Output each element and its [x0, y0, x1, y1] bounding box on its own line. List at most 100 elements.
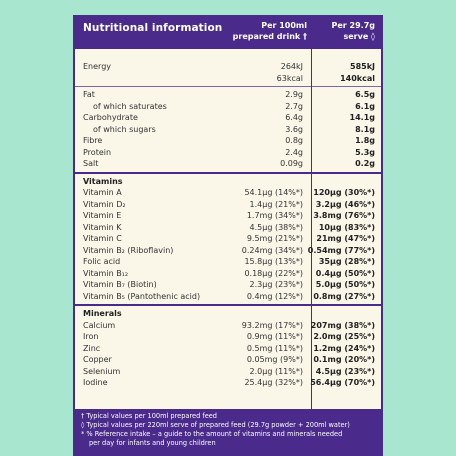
nutrient-row: Vitamin B₁₂ 0.18µg (22%*) 0.4µg (50%*): [75, 268, 381, 280]
per-100ml-value: 1.4µg (21%*): [249, 199, 303, 209]
nutrient-row: Vitamin C 9.5mg (21%*) 21mg (47%*): [75, 233, 381, 245]
section-divider: [75, 304, 381, 306]
per-serve-value: 585kJ: [350, 62, 375, 71]
nutrient-row: Folic acid 15.8µg (13%*) 35µg (28%*): [75, 256, 381, 268]
footnote-typical-serve: ◊ Typical values per 220ml serve of prep…: [81, 421, 350, 429]
nutrient-row: Protein 2.4g 5.3g: [75, 147, 381, 159]
nutrient-row: Selenium 2.0µg (11%*) 4.5µg (23%*): [75, 366, 381, 378]
per-100ml-column-header: Per 100ml prepared drink †: [232, 21, 307, 41]
per-100ml-value: 0.05mg (9%*): [246, 355, 303, 364]
per-100ml-value: 0.4mg (12%*): [246, 291, 303, 301]
per-serve-value: 2.0mg (25%*): [313, 332, 375, 341]
footnotes: † Typical values per 100ml prepared feed…: [75, 409, 381, 456]
per-serve-value: 6.1g: [355, 101, 375, 111]
nutrient-row: Vitamin E 1.7mg (34%*) 3.8mg (76%*): [75, 210, 381, 222]
per-serve-value: 140kcal: [340, 73, 375, 83]
per-serve-value: 0.2g: [355, 159, 375, 168]
nutrient-label: Salt: [83, 159, 99, 168]
per-serve-value: 3.2µg (46%*): [315, 199, 375, 209]
per-serve-value: 3.8mg (76%*): [313, 211, 375, 220]
per-100ml-value: 15.8µg (13%*): [244, 257, 303, 266]
nutrient-row: Vitamin B₂ (Riboflavin) 0.24mg (34%*) 0.54…: [75, 245, 381, 257]
per-serve-value: 0.4µg (50%*): [315, 268, 375, 278]
panel-title: Nutritional information: [83, 22, 223, 34]
vitamins-heading: Vitamins: [75, 176, 381, 188]
section-divider: [75, 171, 381, 174]
per-100ml-value: 2.7g: [285, 101, 303, 111]
nutrition-rows: Energy 264kJ 585kJ 63kcal 140kcal Fat 2.9g 6.5g…: [75, 49, 381, 389]
per-100ml-value: 0.09g: [280, 159, 303, 168]
nutrient-label: Vitamin C: [83, 234, 122, 243]
per-100ml-value: 0.18µg (22%*): [244, 268, 303, 278]
nutrient-label: of which saturates: [93, 101, 167, 111]
nutrient-row: Energy 264kJ 585kJ: [75, 61, 381, 73]
per-serve-value: 35µg (28%*): [318, 257, 375, 266]
per-serve-value: 1.2mg (24%*): [313, 343, 375, 353]
nutrient-label: Vitamin B₇ (Biotin): [83, 280, 157, 289]
nutrient-label: Carbohydrate: [83, 113, 138, 122]
nutrient-label: Vitamin E: [83, 211, 122, 220]
nutrient-row: Calcium 93.2mg (17%*) 207mg (38%*): [75, 320, 381, 332]
nutrient-label: Copper: [83, 355, 112, 364]
footnote-typical-100ml: † Typical values per 100ml prepared feed: [81, 412, 217, 420]
per-100ml-value: 2.4g: [285, 147, 303, 157]
per-100ml-value: 93.2mg (17%*): [241, 320, 303, 330]
nutrient-row: Salt 0.09g 0.2g: [75, 158, 381, 170]
nutrient-label: Calcium: [83, 320, 116, 330]
per-100ml-value: 4.5µg (38%*): [249, 222, 303, 232]
per-serve-value: 14.1g: [349, 113, 375, 122]
per-100ml-value: 3.6g: [285, 124, 303, 134]
per-100ml-value: 54.1µg (14%*): [244, 188, 303, 197]
nutrient-row: 63kcal 140kcal: [75, 73, 381, 85]
nutrient-label: Zinc: [83, 343, 101, 353]
per-serve-value: 56.4µg (70%*): [310, 378, 375, 387]
per-serve-value: 0.54mg (77%*): [307, 245, 375, 255]
per-serve-value: 1.8g: [355, 136, 375, 145]
per-100ml-value: 0.24mg (34%*): [241, 245, 303, 255]
per-serve-value: 8.1g: [355, 124, 375, 134]
per-serve-column-header: Per 29.7g serve ◊: [331, 21, 375, 41]
nutrient-row: Iron 0.9mg (11%*) 2.0mg (25%*): [75, 331, 381, 343]
nutrient-row: of which sugars 3.6g 8.1g: [75, 124, 381, 136]
nutrient-row: Carbohydrate 6.4g 14.1g: [75, 112, 381, 124]
nutrient-label: Iodine: [83, 378, 108, 387]
per-serve-value: 6.5g: [355, 90, 375, 99]
per-100ml-value: 0.8g: [285, 136, 303, 145]
per-serve-value: 207mg (38%*): [310, 320, 375, 330]
per-100ml-value: 2.9g: [285, 90, 303, 99]
per-serve-value: 0.1mg (20%*): [313, 355, 375, 364]
nutrient-label: Vitamin K: [83, 222, 122, 232]
nutrient-row: Iodine 25.4µg (32%*) 56.4µg (70%*): [75, 377, 381, 389]
nutrient-label: Vitamin B₂ (Riboflavin): [83, 245, 174, 255]
nutrient-label: Vitamin D₂: [83, 199, 126, 209]
nutrient-row: Vitamin D₂ 1.4µg (21%*) 3.2µg (46%*): [75, 199, 381, 211]
nutrient-label: Energy: [83, 62, 112, 71]
nutrient-label: Vitamin B₁₂: [83, 268, 129, 278]
section-heading: Minerals: [83, 309, 122, 318]
per-100ml-value: 63kcal: [276, 73, 303, 83]
per-serve-value: 120µg (30%*): [313, 188, 375, 197]
per-serve-value: 0.8mg (27%*): [313, 291, 375, 301]
per-serve-value: 21mg (47%*): [316, 234, 375, 243]
per-100ml-value: 2.0µg (11%*): [249, 366, 303, 376]
nutrient-row: of which saturates 2.7g 6.1g: [75, 101, 381, 113]
per-100ml-value: 264kJ: [280, 62, 303, 71]
nutrient-label: of which sugars: [93, 124, 156, 134]
nutrient-row: Vitamin B₅ (Pantothenic acid) 0.4mg (12%*…: [75, 291, 381, 303]
section-heading: Vitamins: [83, 176, 123, 186]
nutrient-row: Fat 2.9g 6.5g: [75, 89, 381, 101]
nutrient-row: Fibre 0.8g 1.8g: [75, 135, 381, 147]
per-serve-value: 5.3g: [355, 147, 375, 157]
nutrient-row: Vitamin B₇ (Biotin) 2.3µg (23%*) 5.0µg (50…: [75, 279, 381, 291]
nutrient-label: Vitamin B₅ (Pantothenic acid): [83, 291, 201, 301]
footnote-reference-intake: * % Reference intake – a guide to the am…: [81, 430, 343, 438]
nutrient-label: Selenium: [83, 366, 121, 376]
nutrient-row: Vitamin A 54.1µg (14%*) 120µg (30%*): [75, 187, 381, 199]
per-100ml-value: 2.3µg (23%*): [249, 280, 303, 289]
nutrition-panel: Nutritional information Per 100ml prepar…: [73, 15, 383, 456]
per-100ml-value: 1.7mg (34%*): [246, 211, 303, 220]
nutrient-label: Protein: [83, 147, 112, 157]
nutrient-row: Copper 0.05mg (9%*) 0.1mg (20%*): [75, 354, 381, 366]
column-divider: [311, 17, 312, 456]
section-divider: [75, 86, 381, 87]
